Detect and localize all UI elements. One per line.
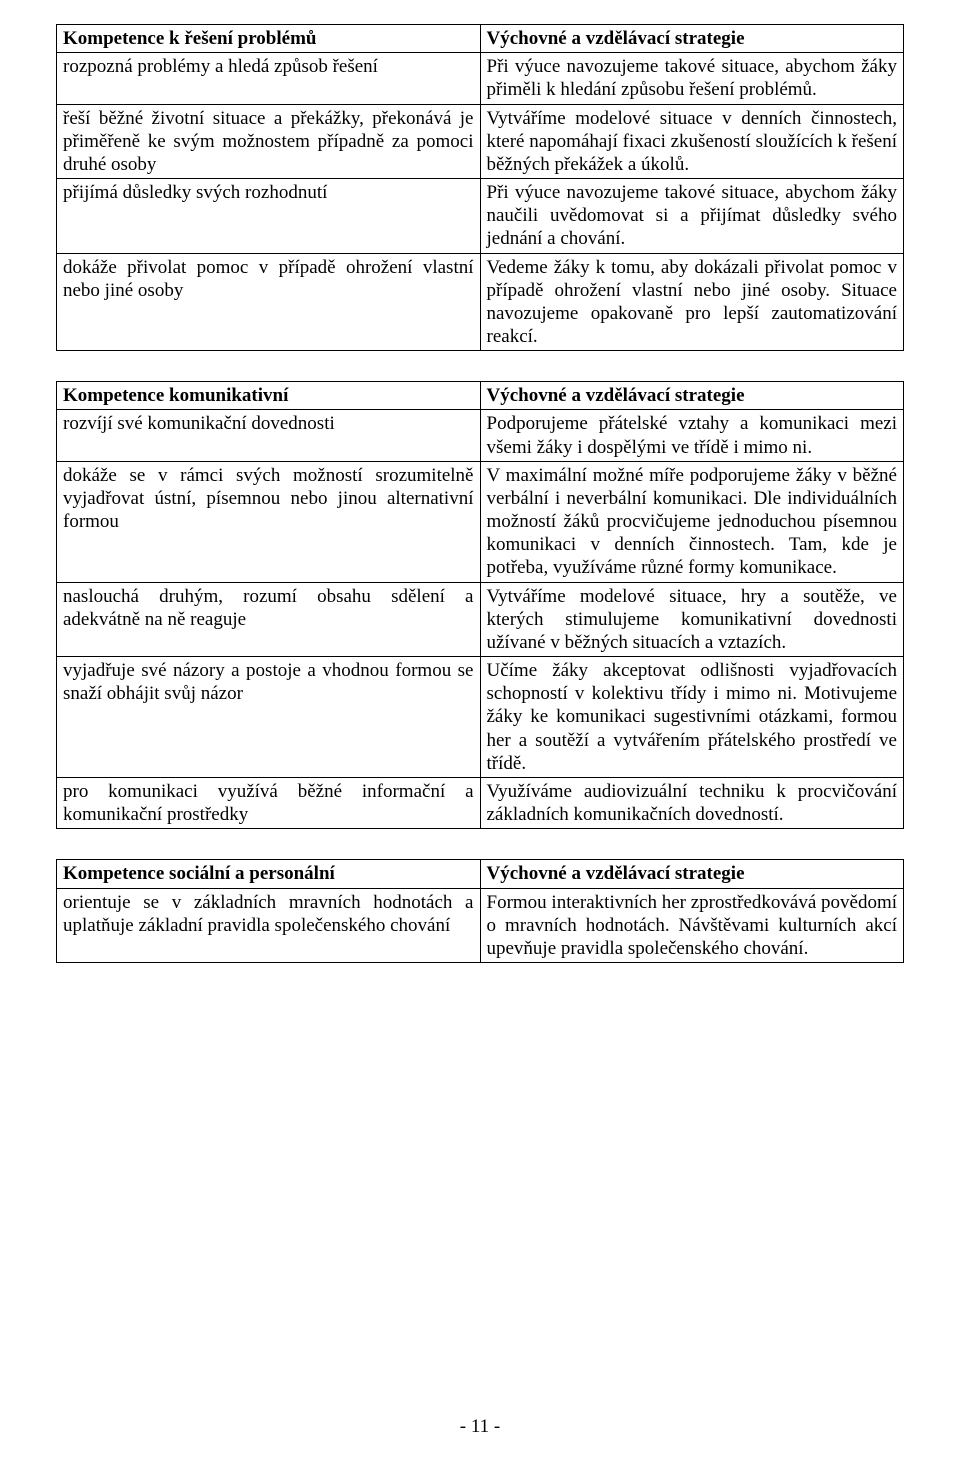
table-problem-solving: Kompetence k řešení problémů Výchovné a … bbox=[56, 24, 904, 351]
table-header-row: Kompetence sociální a personální Výchovn… bbox=[57, 860, 904, 888]
table-row: rozpozná problémy a hledá způsob řešení … bbox=[57, 53, 904, 104]
table-row: rozvíjí své komunikační dovednosti Podpo… bbox=[57, 410, 904, 461]
table-header-right: Výchovné a vzdělávací strategie bbox=[480, 382, 904, 410]
strategy-cell: Podporujeme přátelské vztahy a komunikac… bbox=[480, 410, 904, 461]
table-row: dokáže se v rámci svých možností srozumi… bbox=[57, 461, 904, 582]
table-row: naslouchá druhým, rozumí obsahu sdělení … bbox=[57, 582, 904, 657]
strategy-cell: Při výuce navozujeme takové situace, aby… bbox=[480, 53, 904, 104]
table-row: přijímá důsledky svých rozhodnutí Při vý… bbox=[57, 179, 904, 254]
table-row: vyjadřuje své názory a postoje a vhodnou… bbox=[57, 657, 904, 778]
competence-cell: přijímá důsledky svých rozhodnutí bbox=[57, 179, 481, 254]
competence-cell: dokáže se v rámci svých možností srozumi… bbox=[57, 461, 481, 582]
table-header-left: Kompetence komunikativní bbox=[57, 382, 481, 410]
table-row: řeší běžné životní situace a překážky, p… bbox=[57, 104, 904, 179]
document-page: Kompetence k řešení problémů Výchovné a … bbox=[0, 0, 960, 1458]
table-row: pro komunikaci využívá běžné informační … bbox=[57, 777, 904, 828]
strategy-cell: Vytváříme modelové situace, hry a soutěž… bbox=[480, 582, 904, 657]
table-header-left: Kompetence k řešení problémů bbox=[57, 25, 481, 53]
table-communicative: Kompetence komunikativní Výchovné a vzdě… bbox=[56, 381, 904, 829]
competence-cell: dokáže přivolat pomoc v případě ohrožení… bbox=[57, 253, 481, 351]
strategy-cell: V maximální možné míře podporujeme žáky … bbox=[480, 461, 904, 582]
competence-cell: rozvíjí své komunikační dovednosti bbox=[57, 410, 481, 461]
strategy-cell: Učíme žáky akceptovat odlišnosti vyjadřo… bbox=[480, 657, 904, 778]
strategy-cell: Při výuce navozujeme takové situace, aby… bbox=[480, 179, 904, 254]
table-header-right: Výchovné a vzdělávací strategie bbox=[480, 25, 904, 53]
table-header-row: Kompetence k řešení problémů Výchovné a … bbox=[57, 25, 904, 53]
table-row: orientuje se v základních mravních hodno… bbox=[57, 888, 904, 963]
strategy-cell: Vedeme žáky k tomu, aby dokázali přivola… bbox=[480, 253, 904, 351]
competence-cell: rozpozná problémy a hledá způsob řešení bbox=[57, 53, 481, 104]
competence-cell: vyjadřuje své názory a postoje a vhodnou… bbox=[57, 657, 481, 778]
competence-cell: naslouchá druhým, rozumí obsahu sdělení … bbox=[57, 582, 481, 657]
table-social-personal: Kompetence sociální a personální Výchovn… bbox=[56, 859, 904, 963]
strategy-cell: Vytváříme modelové situace v denních čin… bbox=[480, 104, 904, 179]
table-header-row: Kompetence komunikativní Výchovné a vzdě… bbox=[57, 382, 904, 410]
page-number: - 11 - bbox=[0, 1416, 960, 1438]
table-header-right: Výchovné a vzdělávací strategie bbox=[480, 860, 904, 888]
strategy-cell: Formou interaktivních her zprostředkováv… bbox=[480, 888, 904, 963]
strategy-cell: Využíváme audiovizuální techniku k procv… bbox=[480, 777, 904, 828]
competence-cell: orientuje se v základních mravních hodno… bbox=[57, 888, 481, 963]
table-header-left: Kompetence sociální a personální bbox=[57, 860, 481, 888]
competence-cell: řeší běžné životní situace a překážky, p… bbox=[57, 104, 481, 179]
competence-cell: pro komunikaci využívá běžné informační … bbox=[57, 777, 481, 828]
table-row: dokáže přivolat pomoc v případě ohrožení… bbox=[57, 253, 904, 351]
